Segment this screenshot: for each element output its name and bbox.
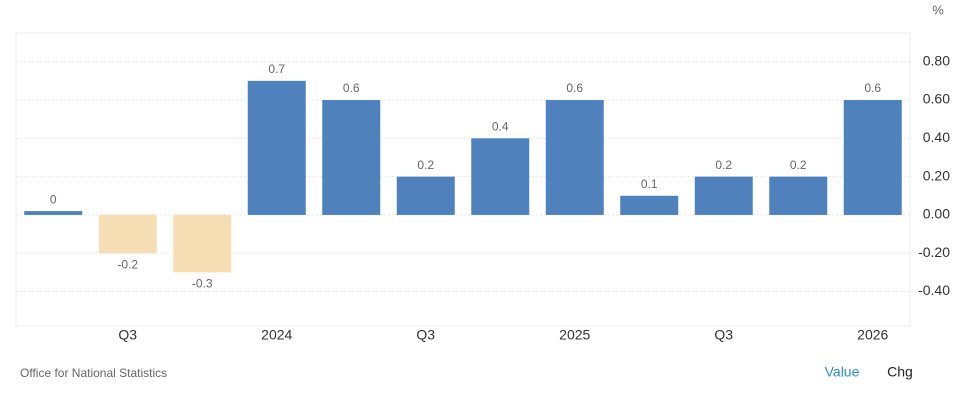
plot-frame xyxy=(15,32,911,327)
y-tick-label: -0.20 xyxy=(918,244,950,260)
bar xyxy=(98,214,157,254)
bar xyxy=(247,80,306,215)
bar xyxy=(620,195,679,215)
value-label: 0.2 xyxy=(790,158,807,172)
value-label: 0 xyxy=(50,192,57,206)
value-label: -0.3 xyxy=(192,277,213,291)
y-tick-label: -0.40 xyxy=(918,282,950,298)
value-label: 0.4 xyxy=(492,119,509,133)
value-label: 0.2 xyxy=(417,158,434,172)
y-tick-label: 0.60 xyxy=(923,91,950,107)
bar xyxy=(322,100,381,215)
bar xyxy=(843,100,902,215)
source-label: Office for National Statistics xyxy=(20,366,167,380)
value-label: 0.6 xyxy=(343,81,360,95)
bar xyxy=(396,176,455,215)
bar xyxy=(24,211,83,215)
value-label: 0.6 xyxy=(566,81,583,95)
chg-button[interactable]: Chg xyxy=(887,364,913,380)
x-tick-label: Q3 xyxy=(118,327,137,343)
bar xyxy=(769,176,828,215)
x-tick-label: 2024 xyxy=(261,327,292,343)
y-tick-label: 0.00 xyxy=(923,206,950,222)
y-tick-label: 0.40 xyxy=(923,129,950,145)
x-tick-label: 2026 xyxy=(857,327,888,343)
value-label: 0.2 xyxy=(715,158,732,172)
value-button[interactable]: Value xyxy=(825,364,860,380)
x-tick-label: 2025 xyxy=(559,327,590,343)
value-label: 0.6 xyxy=(864,81,881,95)
bar xyxy=(694,176,753,215)
value-label: -0.2 xyxy=(117,257,138,271)
value-label: 0.1 xyxy=(641,177,658,191)
unit-label: % xyxy=(932,2,944,17)
bar xyxy=(471,138,530,215)
y-tick-label: 0.80 xyxy=(923,52,950,68)
x-tick-label: Q3 xyxy=(416,327,435,343)
bar xyxy=(545,100,604,215)
x-tick-label: Q3 xyxy=(714,327,733,343)
value-label: 0.7 xyxy=(268,62,285,76)
bar xyxy=(173,214,232,273)
y-tick-label: 0.20 xyxy=(923,167,950,183)
